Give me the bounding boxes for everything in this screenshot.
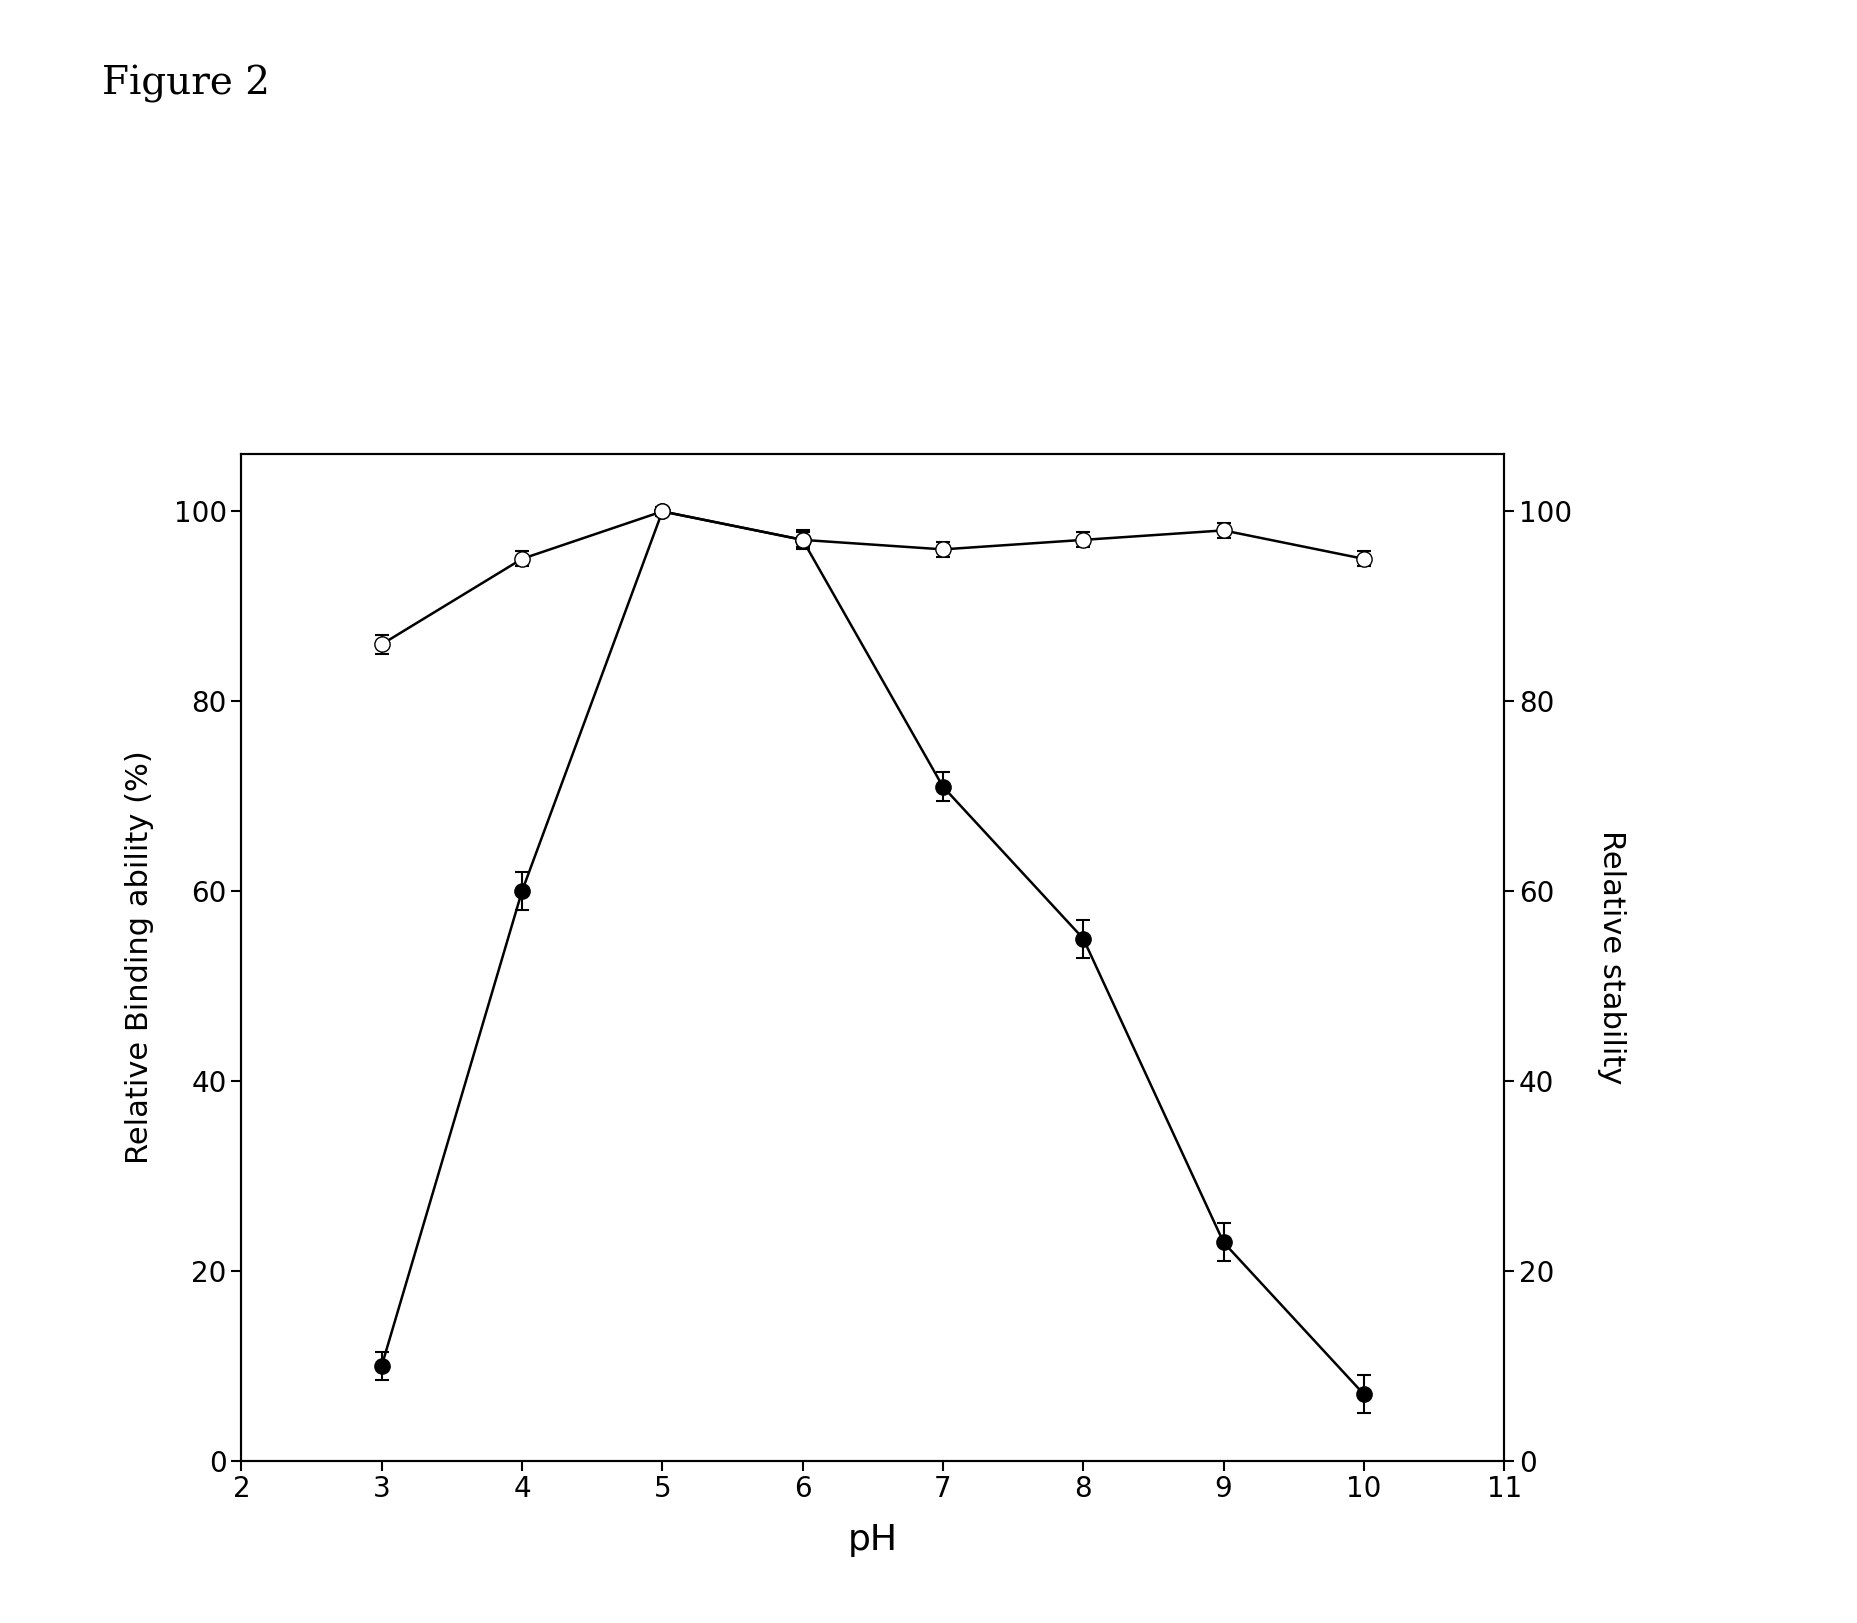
- Text: Figure 2: Figure 2: [102, 65, 269, 102]
- X-axis label: pH: pH: [849, 1522, 897, 1556]
- Y-axis label: Relative Binding ability (%): Relative Binding ability (%): [124, 751, 154, 1164]
- Y-axis label: Relative stability: Relative stability: [1597, 831, 1627, 1084]
